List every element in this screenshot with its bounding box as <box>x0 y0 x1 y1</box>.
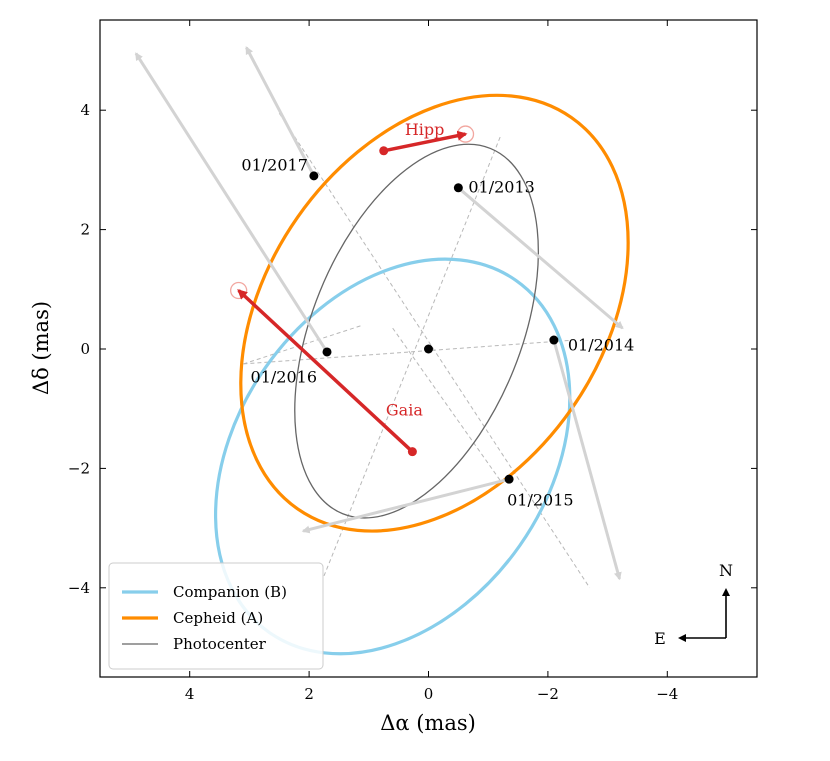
epoch-point-01-2016 <box>322 347 332 357</box>
dashed-line-4 <box>392 327 501 481</box>
legend-box <box>108 562 324 670</box>
y-tick-label: −4 <box>68 579 90 597</box>
motion-arrow-1 <box>552 339 622 581</box>
x-tick-label: −2 <box>537 685 559 703</box>
epoch-label-01-2016: 01/2016 <box>251 367 317 386</box>
epoch-point-01-2014 <box>549 335 559 345</box>
hipp-arrow <box>383 130 468 153</box>
plot-area <box>134 46 630 656</box>
y-tick-label: 2 <box>80 221 90 239</box>
x-tick-label: 4 <box>185 685 195 703</box>
hipp-label: Hipp <box>405 120 445 139</box>
legend-label-cepheid: Cepheid (A) <box>173 609 263 627</box>
legend: Companion (B) Cepheid (A) Photocenter <box>108 562 324 670</box>
dashed-line-2 <box>243 339 575 365</box>
x-tick-label: 2 <box>304 685 314 703</box>
motion-arrow-2 <box>301 477 510 534</box>
motion-arrow-4 <box>245 46 316 177</box>
gaia-label: Gaia <box>386 401 423 420</box>
motion-arrow-3 <box>134 52 329 353</box>
y-axis-label: Δδ (mas) <box>29 301 53 395</box>
epoch-labels: 01/2013 01/2014 01/2015 01/2016 01/2017 Hipp G… <box>241 120 634 510</box>
epoch-label-01-2015: 01/2015 <box>507 491 573 510</box>
center-point <box>424 344 433 354</box>
axis-ticks: 4 2 0 −2 −4 4 2 0 −2 −4 <box>68 20 757 703</box>
epoch-label-01-2014: 01/2014 <box>568 336 634 355</box>
orbit-photocenter <box>294 143 539 519</box>
y-tick-label: 0 <box>80 340 90 358</box>
gaia-arrow <box>237 289 414 453</box>
y-tick-label: −2 <box>68 459 90 477</box>
legend-label-photocenter: Photocenter <box>173 635 267 653</box>
epoch-label-01-2013: 01/2013 <box>468 177 534 196</box>
x-axis-label: Δα (mas) <box>380 711 476 735</box>
north-label: N <box>719 561 733 580</box>
epoch-label-01-2017: 01/2017 <box>241 155 307 174</box>
epoch-point-01-2017 <box>309 171 319 181</box>
legend-label-companion: Companion (B) <box>173 583 287 601</box>
epoch-point-01-2013 <box>453 183 463 193</box>
y-tick-label: 4 <box>80 101 90 119</box>
east-label: E <box>654 629 666 648</box>
x-tick-label: 0 <box>424 685 434 703</box>
gaia-start-point <box>407 447 417 457</box>
motion-arrow-0 <box>457 186 624 330</box>
epoch-point-01-2015 <box>504 474 514 484</box>
compass: N E <box>654 561 733 648</box>
x-tick-label: −4 <box>656 685 678 703</box>
dashed-line-1 <box>323 136 501 577</box>
hipp-start-point <box>379 146 389 156</box>
orbit-cepheid-a <box>239 93 630 533</box>
